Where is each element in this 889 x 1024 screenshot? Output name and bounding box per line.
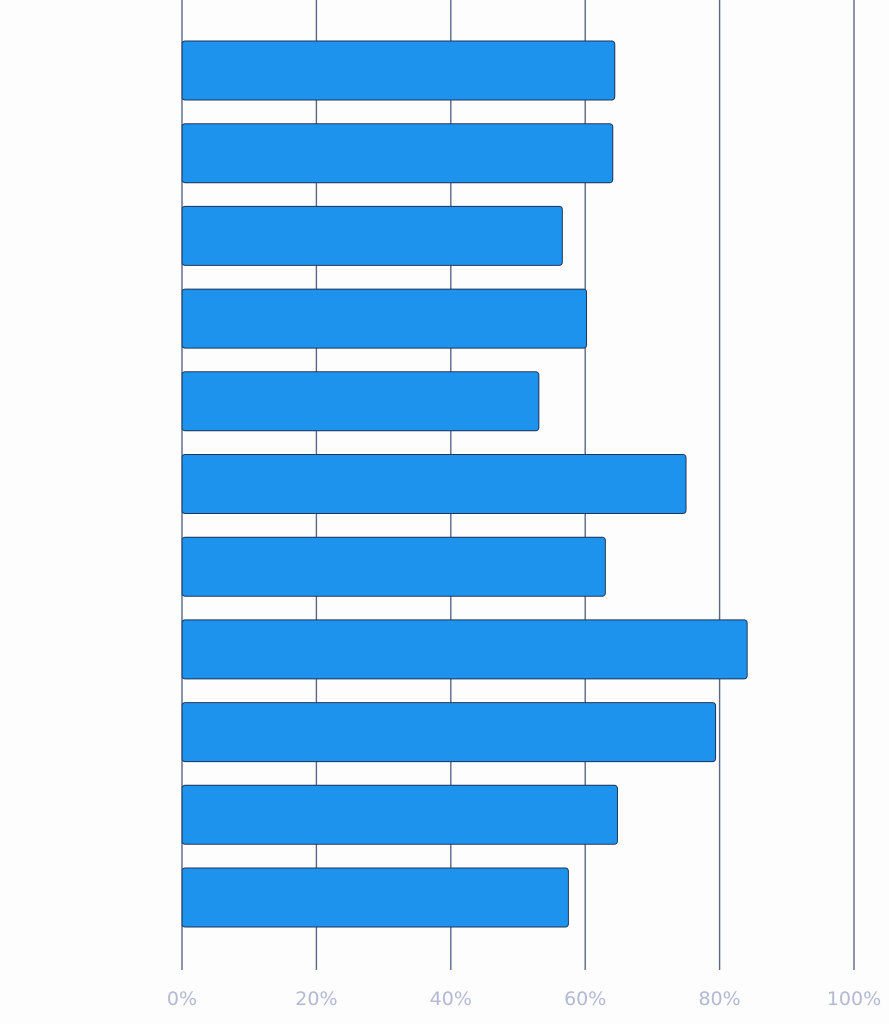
x-tick-label-0: 0% [167, 988, 197, 1010]
bar-4 [181, 288, 588, 349]
bar-3 [181, 205, 563, 266]
bar-2 [181, 123, 614, 184]
bar-6 [181, 454, 687, 514]
x-tick-label-40: 40% [430, 988, 472, 1010]
x-tick-label-20: 20% [295, 988, 337, 1010]
bar-11 [181, 867, 569, 928]
bar-8 [181, 619, 748, 680]
x-tick-label-80: 80% [698, 988, 740, 1010]
x-tick-label-100: 100% [827, 988, 881, 1010]
x-axis-ticks: 0% 20% 40% 60% 80% 100% [167, 988, 881, 1010]
bar-10 [181, 784, 618, 845]
bars [181, 40, 748, 928]
bar-9 [181, 702, 717, 763]
bar-5 [181, 371, 540, 432]
bar-1 [181, 40, 616, 101]
x-tick-label-60: 60% [564, 988, 606, 1010]
bar-7 [181, 536, 606, 597]
